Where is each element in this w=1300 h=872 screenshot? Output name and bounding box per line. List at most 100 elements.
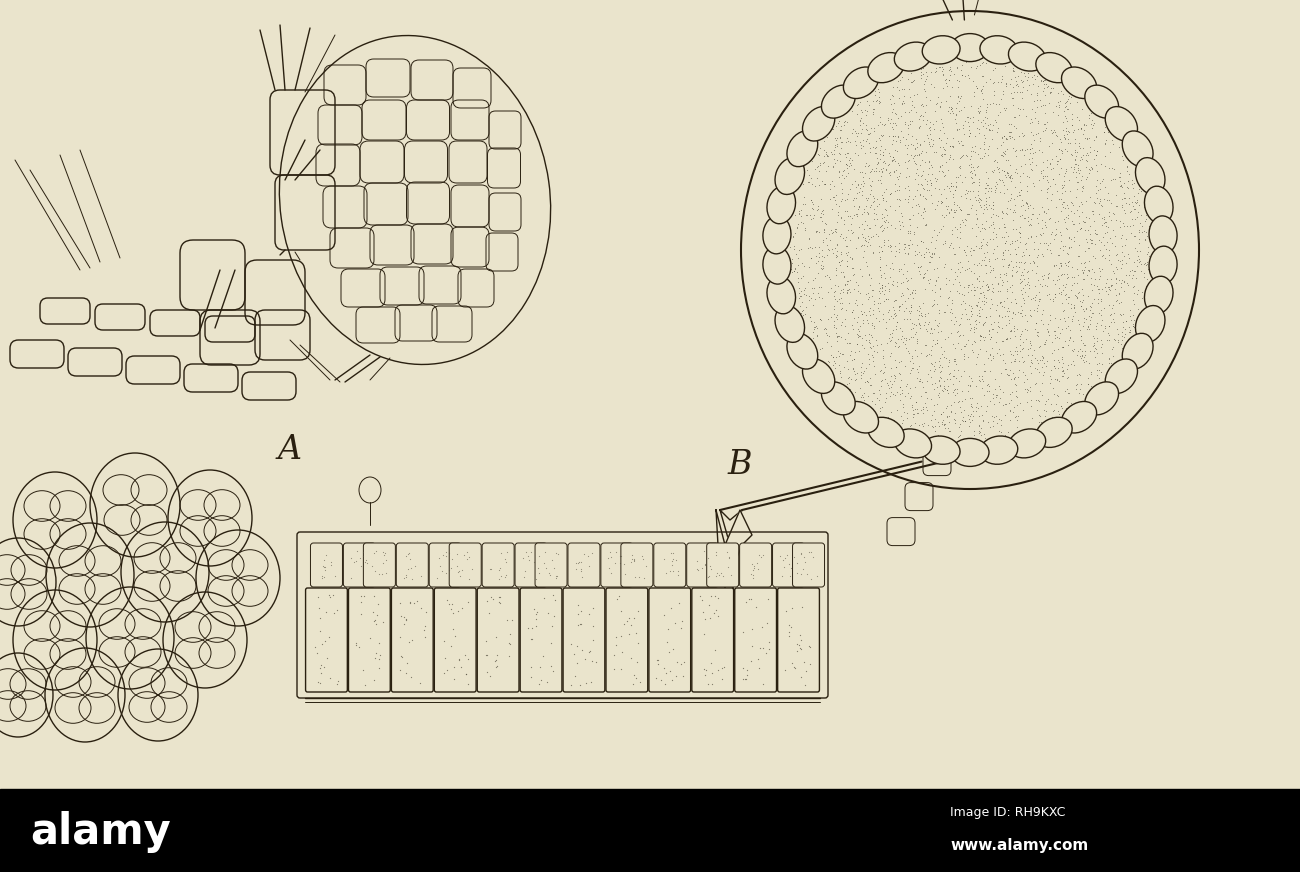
Point: [972, 119, 993, 133]
Point: [1043, 404, 1063, 418]
Point: [933, 182, 954, 196]
Point: [907, 336, 928, 350]
Point: [1000, 202, 1021, 216]
Point: [956, 218, 976, 232]
Point: [871, 269, 892, 283]
Point: [398, 562, 419, 576]
Point: [792, 255, 812, 269]
Point: [1066, 175, 1087, 189]
Point: [835, 217, 855, 231]
Point: [824, 292, 845, 306]
Point: [974, 92, 995, 106]
Point: [971, 70, 992, 84]
Point: [900, 105, 920, 119]
Point: [841, 177, 862, 191]
Point: [961, 400, 982, 414]
Point: [972, 369, 993, 383]
Point: [1008, 240, 1028, 254]
Point: [1020, 384, 1041, 398]
Point: [521, 545, 542, 559]
Point: [1027, 242, 1048, 255]
Point: [837, 204, 858, 218]
Point: [979, 72, 1000, 86]
Point: [800, 310, 820, 324]
Point: [308, 601, 329, 615]
Point: [855, 166, 876, 180]
Point: [883, 90, 903, 104]
Point: [992, 278, 1013, 292]
Point: [1118, 325, 1139, 339]
Point: [871, 374, 892, 388]
Point: [945, 175, 966, 189]
Point: [744, 562, 764, 576]
Point: [1088, 286, 1109, 300]
FancyBboxPatch shape: [515, 543, 547, 587]
Point: [939, 355, 959, 369]
Point: [945, 205, 966, 219]
Point: [900, 66, 920, 80]
Point: [1086, 351, 1106, 364]
Point: [1058, 208, 1079, 221]
Point: [916, 324, 937, 337]
Point: [1050, 268, 1071, 282]
Point: [448, 653, 469, 667]
Point: [1020, 309, 1041, 323]
Point: [810, 342, 831, 356]
Point: [610, 556, 630, 570]
Point: [970, 84, 991, 98]
Point: [1134, 255, 1154, 269]
Point: [933, 419, 954, 433]
Point: [780, 620, 801, 634]
Point: [1054, 281, 1075, 295]
Point: [368, 597, 389, 611]
Point: [1067, 146, 1088, 160]
Point: [1095, 227, 1115, 241]
Point: [1000, 247, 1021, 261]
Point: [959, 126, 980, 140]
Point: [837, 158, 858, 172]
Point: [1035, 394, 1056, 408]
Point: [956, 55, 976, 69]
Point: [1026, 93, 1046, 107]
Point: [1019, 157, 1040, 171]
Point: [956, 191, 976, 205]
Point: [993, 398, 1014, 412]
Point: [350, 607, 370, 621]
Point: [1054, 212, 1075, 226]
Point: [871, 169, 892, 183]
Point: [1005, 71, 1026, 85]
Point: [940, 139, 961, 153]
Point: [1084, 337, 1105, 351]
Point: [1013, 199, 1034, 213]
Point: [777, 548, 798, 562]
Point: [940, 147, 961, 161]
Point: [883, 387, 903, 401]
Point: [879, 330, 900, 344]
Point: [1098, 254, 1119, 268]
Point: [862, 303, 883, 317]
Point: [853, 170, 874, 184]
Point: [1004, 198, 1024, 212]
Point: [982, 322, 1002, 336]
Point: [922, 247, 942, 261]
Point: [1027, 273, 1048, 287]
Point: [900, 224, 920, 238]
Point: [673, 656, 694, 670]
Point: [1071, 295, 1092, 309]
Point: [950, 63, 971, 77]
Point: [887, 144, 907, 158]
Point: [610, 548, 630, 562]
Point: [880, 345, 901, 359]
Point: [1017, 142, 1037, 156]
Point: [1049, 100, 1070, 114]
Point: [1076, 269, 1097, 283]
Point: [946, 269, 967, 283]
Point: [649, 653, 670, 667]
Point: [884, 336, 905, 350]
Point: [1040, 376, 1061, 390]
Point: [902, 411, 923, 425]
Point: [1061, 344, 1082, 358]
Point: [1114, 175, 1135, 189]
Point: [1130, 184, 1150, 198]
Point: [668, 564, 689, 578]
